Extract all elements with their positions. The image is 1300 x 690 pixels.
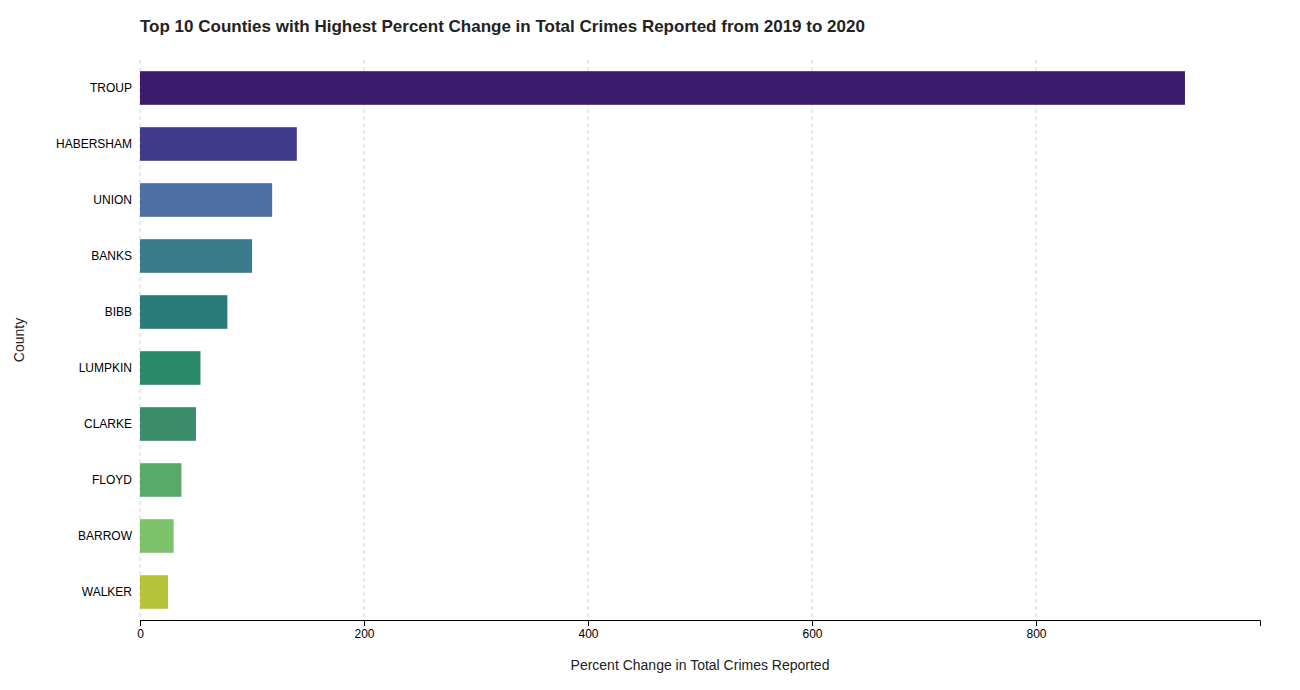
tick-label: 600 [802,627,822,641]
grid-line [588,60,589,620]
bar [140,71,1185,105]
bar [140,295,227,329]
tick: CLARKE [84,417,132,431]
tick: FLOYD [92,473,132,487]
category-axis: WALKER BARROW FLOYD CLARKE LUMPKIN BIBB BANKS U… [56,81,133,599]
tick-label: HABERSHAM [56,137,132,151]
tick: 400 [578,620,598,641]
bar [140,575,168,609]
bar [140,183,272,217]
tick: 800 [1026,620,1046,641]
tick: TROUP [90,81,132,95]
tick-mark [140,620,141,626]
x-axis-title: Percent Change in Total Crimes Reported [571,657,830,673]
grid-line [364,60,365,620]
bar [140,351,200,385]
value-axis: 0 200 400 600 800 [137,620,1260,641]
tick-label: 200 [354,627,374,641]
chart: 0 200 400 600 800 WALKER BARROW FLOYD CLARKE LUMP… [0,0,1300,690]
tick: LUMPKIN [79,361,132,375]
tick: UNION [93,193,132,207]
tick-label: UNION [93,193,132,207]
bar [140,239,252,273]
tick-label: FLOYD [92,473,132,487]
tick: BIBB [105,305,132,319]
tick-label: BIBB [105,305,132,319]
bar [140,519,174,553]
tick: 0 [137,620,144,641]
tick-mark [364,620,365,626]
tick: 600 [802,620,822,641]
tick-label: TROUP [90,81,132,95]
tick-label: 400 [578,627,598,641]
y-axis-title: County [11,318,27,362]
tick-label: 800 [1026,627,1046,641]
tick: WALKER [82,585,133,599]
title: Top 10 Counties with Highest Percent Cha… [140,17,865,36]
tick-label: CLARKE [84,417,132,431]
tick: BARROW [78,529,133,543]
tick-label: BANKS [91,249,132,263]
tick: BANKS [91,249,132,263]
tick: HABERSHAM [56,137,132,151]
tick-label: BARROW [78,529,133,543]
tick-label: LUMPKIN [79,361,132,375]
bar [140,127,297,161]
grid [140,60,1036,620]
tick: 200 [354,620,374,641]
bar [140,407,196,441]
tick-mark [812,620,813,626]
tick-mark [588,620,589,626]
tick-label: 0 [137,627,144,641]
grid-line [812,60,813,620]
tick-label: WALKER [82,585,133,599]
plot-area: 0 200 400 600 800 WALKER BARROW FLOYD CLARKE LUMP… [56,60,1261,641]
tick-mark [1036,620,1037,626]
grid-line [1036,60,1037,620]
bars [140,71,1185,609]
bar [140,463,181,497]
axis-line [141,621,1261,627]
